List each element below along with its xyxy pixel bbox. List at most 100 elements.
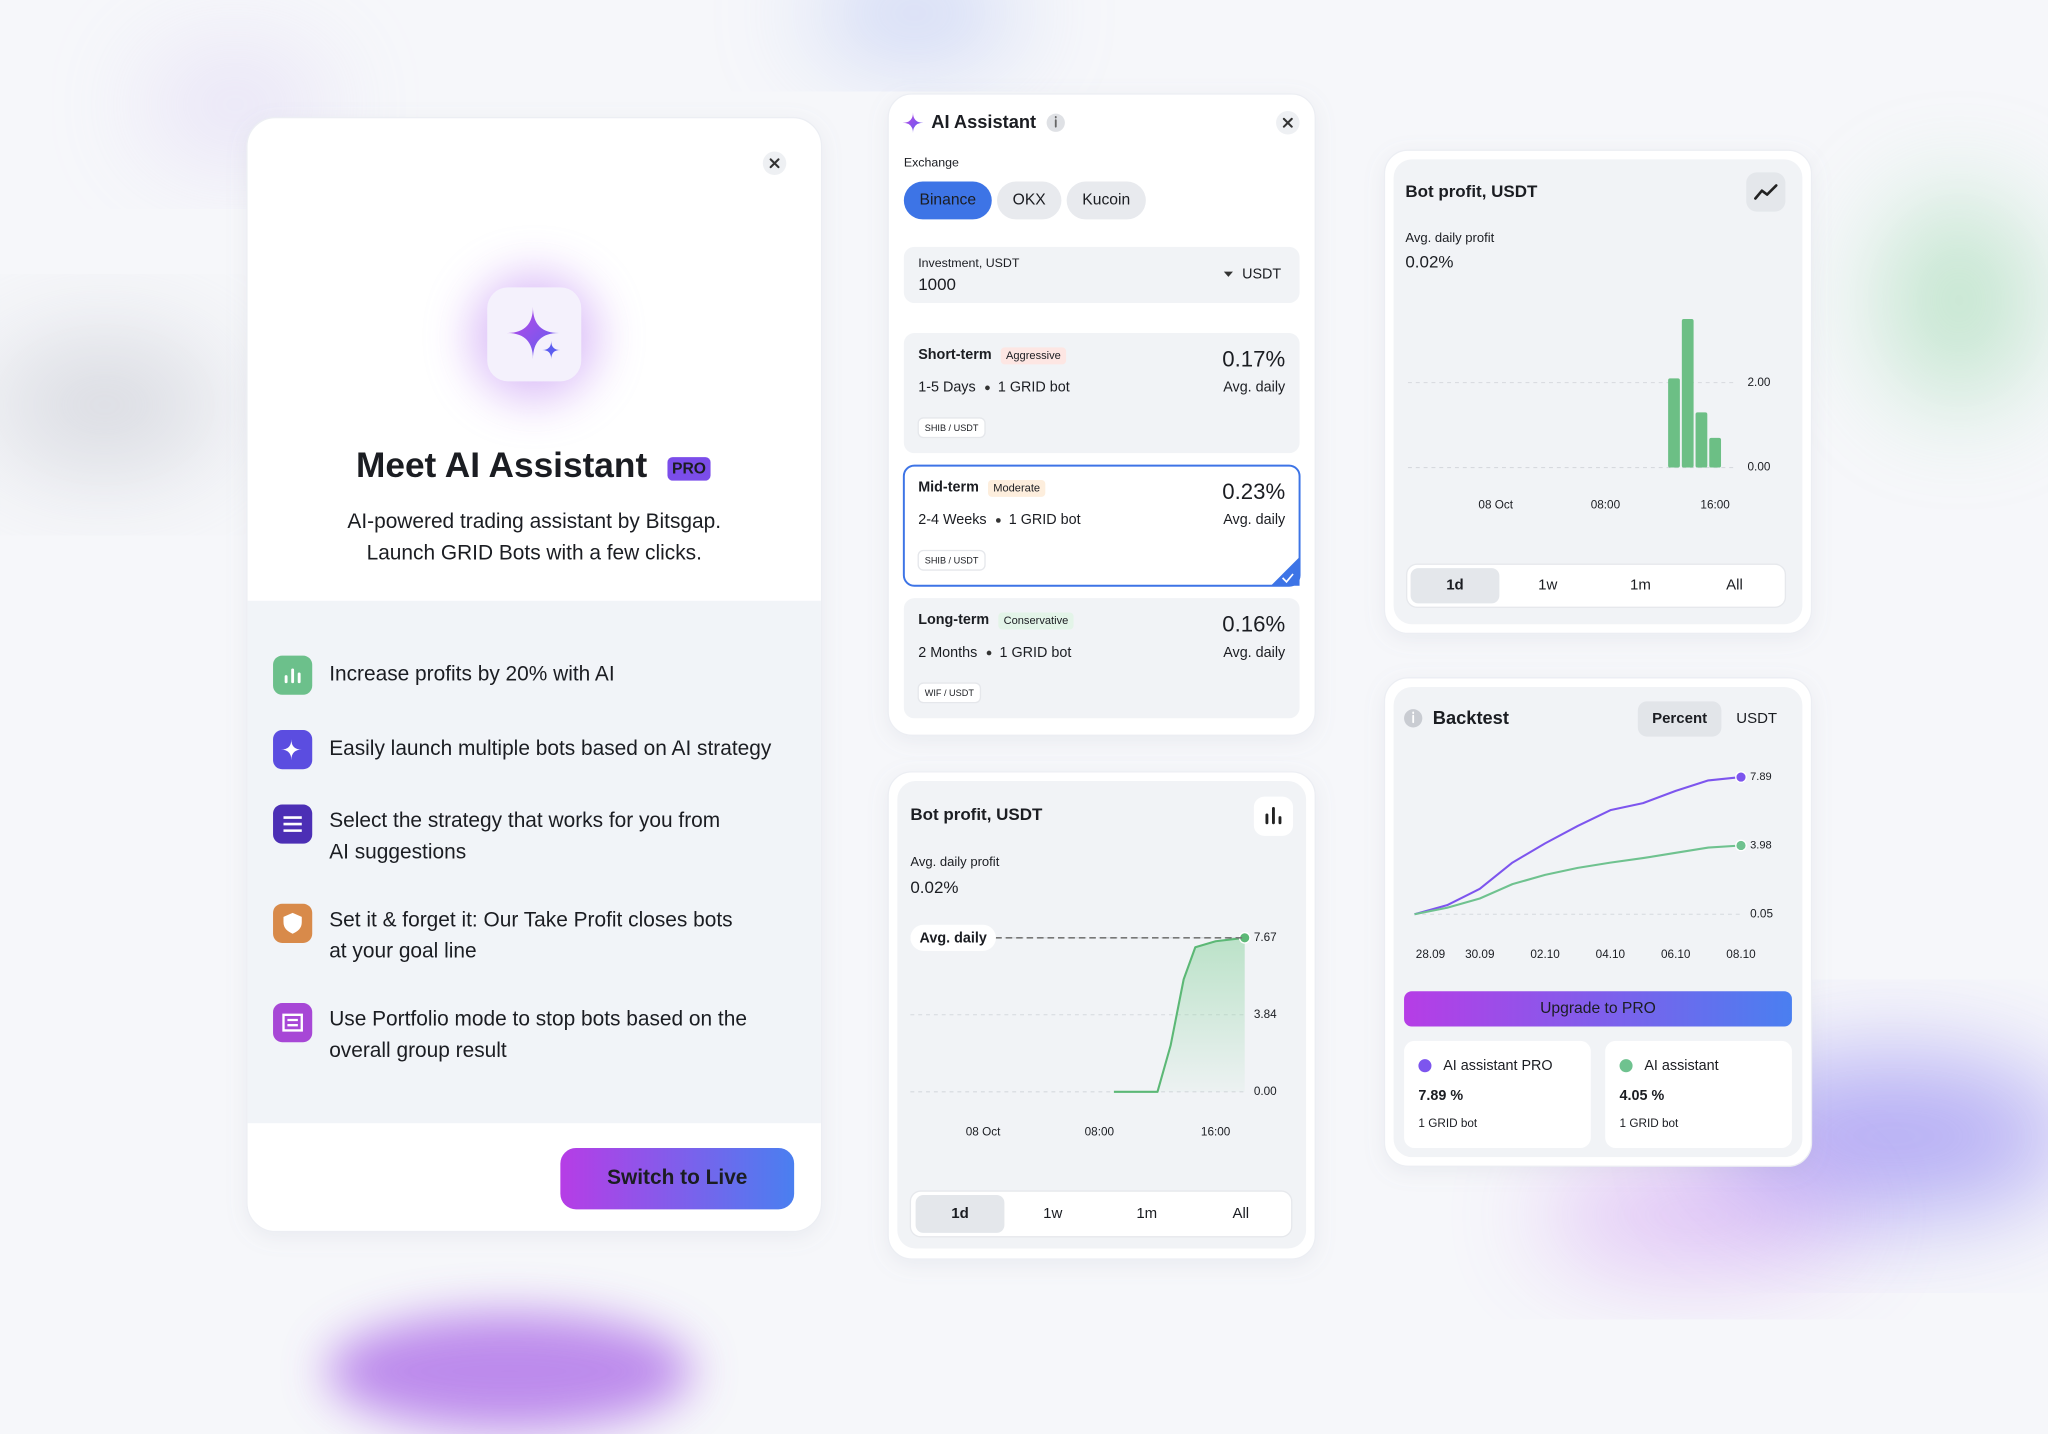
line	[1414, 776, 1742, 916]
icon-star-small	[542, 340, 561, 360]
investment-currency: USDT	[1242, 267, 1281, 283]
line	[1113, 936, 1245, 1093]
strategy-name: Mid-term	[918, 480, 979, 496]
close-icon	[1282, 117, 1293, 128]
y-tick-label: 7.67	[1254, 931, 1277, 944]
risk-text: Moderate	[993, 482, 1040, 494]
legend-card	[1605, 1040, 1792, 1148]
feature-text: Increase profits by 20% with AI	[329, 663, 614, 686]
strategy-name: Long-term	[918, 612, 989, 628]
x-tick-label: 30.09	[1465, 948, 1494, 961]
x-tick-label: 08:00	[1085, 1125, 1115, 1138]
tab[interactable]: All	[1232, 1205, 1249, 1222]
y-tick-label: 3.84	[1254, 1008, 1277, 1021]
view-toggle[interactable]	[1746, 172, 1786, 212]
tab[interactable]: All	[1726, 577, 1743, 594]
tab[interactable]: 1w	[1043, 1205, 1062, 1222]
feature-text: Set it & forget it: Our Take Profit clos…	[329, 908, 732, 931]
legend-name: AI assistant	[1644, 1058, 1718, 1074]
strategy-profit: 0.17%	[1222, 346, 1285, 371]
avg-value: 0.02%	[910, 878, 958, 897]
upgrade-button-text: Upgrade to PRO	[1540, 1000, 1656, 1017]
risk-badge	[987, 479, 1046, 497]
feature-text: at your goal line	[329, 940, 476, 963]
feature-glyph	[283, 816, 302, 832]
subtitle: AI-powered trading assistant by Bitsgap.	[347, 510, 721, 533]
tab[interactable]: 1d	[1446, 577, 1464, 594]
feature-text: AI suggestions	[329, 840, 466, 863]
risk-badge	[1000, 347, 1067, 365]
exchange-pill[interactable]	[996, 181, 1062, 220]
risk-text: Aggressive	[1006, 350, 1061, 362]
unit-tab[interactable]: USDT	[1736, 710, 1777, 727]
profit-bars-panel	[1393, 159, 1803, 625]
legend-dot	[1619, 1059, 1633, 1073]
feature-text: Easily launch multiple bots based on AI …	[329, 737, 772, 760]
feature-icon	[273, 1003, 313, 1043]
subtitle: Launch GRID Bots with a few clicks.	[367, 541, 702, 564]
bar-glyph	[1265, 806, 1282, 825]
close-icon	[769, 158, 780, 169]
pro-badge-text: PRO	[672, 461, 706, 478]
tab-selected	[1410, 568, 1500, 604]
end-label: 7.89	[1750, 771, 1772, 783]
summary-value: 4.05 %	[1620, 1088, 1665, 1104]
x-tick-label: 08:00	[1591, 499, 1621, 512]
bullet	[986, 650, 992, 656]
title: Meet AI Assistant	[356, 446, 647, 485]
risk-badge	[998, 612, 1074, 630]
feature-text: Select the strategy that works for you f…	[329, 809, 720, 832]
exchange-name: Kucoin	[1082, 192, 1130, 209]
icon-star	[506, 306, 560, 360]
bar	[1681, 318, 1694, 468]
x-tick-label: 16:00	[1201, 1125, 1231, 1138]
legend-name: AI assistant PRO	[1443, 1058, 1552, 1074]
tab[interactable]: 1d	[951, 1205, 969, 1222]
profit-label: Avg. daily	[1223, 645, 1286, 661]
bullet	[985, 385, 990, 391]
exchange-name: Binance	[920, 192, 977, 209]
area	[1113, 937, 1245, 1092]
strategy-duration: 1-5 Days	[918, 380, 975, 396]
investment-field[interactable]	[903, 246, 1300, 303]
summary-bots: 1 GRID bot	[1620, 1117, 1680, 1130]
risk-text: Conservative	[1004, 615, 1069, 627]
exchange-pill[interactable]	[903, 181, 992, 220]
investment-value: 1000	[918, 275, 956, 294]
x-tick-label: 08 Oct	[1478, 499, 1513, 512]
annotation: Avg. daily	[920, 930, 987, 946]
feature-text: overall group result	[329, 1039, 507, 1062]
tab[interactable]: 1m	[1630, 577, 1651, 594]
exchange-pill[interactable]	[1066, 181, 1146, 220]
tab-selected	[915, 1195, 1005, 1233]
upgrade-button[interactable]	[1404, 991, 1792, 1027]
x-tick-label: 28.09	[1416, 948, 1445, 961]
card-title: Backtest	[1433, 707, 1509, 728]
pair: SHIB / USDT	[925, 555, 979, 565]
end-point	[1735, 771, 1747, 783]
tab-bar	[1406, 563, 1787, 608]
card-title: Bot profit, USDT	[910, 805, 1043, 824]
annotation-box	[910, 924, 996, 951]
unit-selected	[1637, 701, 1722, 737]
switch-button-text: Switch to Live	[607, 1166, 747, 1189]
line-glyph	[1754, 184, 1778, 200]
tab[interactable]: 1m	[1136, 1205, 1157, 1222]
legend-dot	[1418, 1059, 1432, 1073]
tab-bar	[909, 1190, 1293, 1238]
strategy-duration: 2-4 Weeks	[918, 512, 986, 528]
switch-button[interactable]	[560, 1147, 795, 1210]
strategy-profit: 0.16%	[1222, 611, 1285, 636]
x-tick-label: 08 Oct	[966, 1125, 1001, 1138]
y-tick-label: 0.05	[1750, 907, 1773, 920]
tab[interactable]: 1w	[1538, 577, 1557, 594]
pro-badge	[667, 457, 711, 481]
legend-card	[1404, 1040, 1591, 1148]
strategy-name: Short-term	[918, 347, 991, 363]
investment-label: Investment, USDT	[918, 256, 1020, 270]
y-tick-label: 0.00	[1254, 1085, 1277, 1098]
exchange-label: Exchange	[904, 156, 959, 170]
pair-pill	[917, 549, 986, 571]
unit-tab[interactable]: Percent	[1652, 710, 1707, 727]
